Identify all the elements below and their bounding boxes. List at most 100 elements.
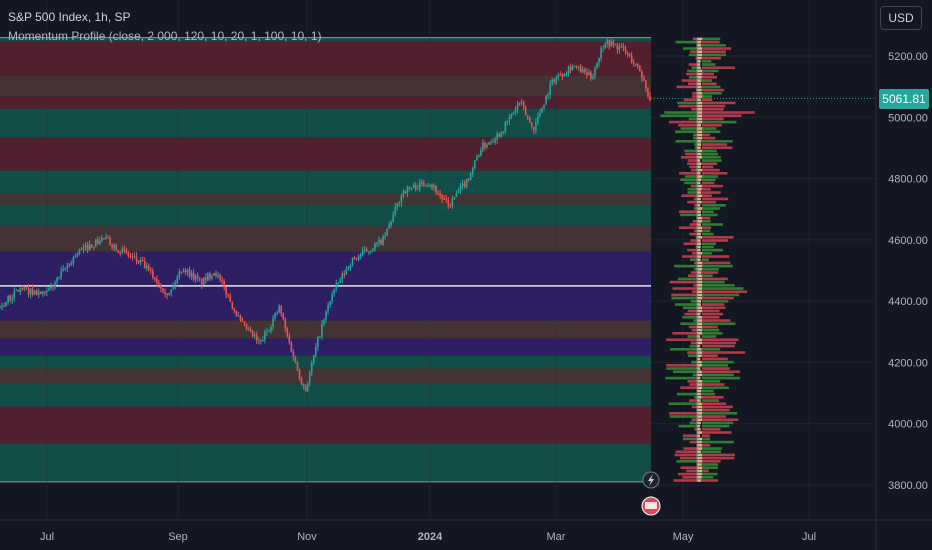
- profile-bar-right: [702, 79, 712, 82]
- profile-bar-right: [702, 463, 718, 466]
- profile-bar-right: [702, 111, 755, 114]
- profile-bar-right: [702, 367, 730, 370]
- profile-bar-mid: [697, 396, 702, 399]
- profile-bar-left: [694, 143, 697, 146]
- profile-bar-right: [702, 268, 719, 271]
- profile-bar-right: [702, 437, 711, 441]
- profile-bar-mid: [697, 111, 703, 114]
- profile-bar-left: [695, 236, 697, 239]
- profile-bar-right: [702, 447, 722, 450]
- profile-bar-mid: [697, 136, 703, 140]
- profile-bar-right: [702, 418, 739, 422]
- candle-body: [176, 277, 179, 284]
- candle-body: [504, 121, 507, 132]
- profile-bar-mid: [697, 440, 702, 444]
- candle-body: [1, 306, 3, 308]
- currency-button[interactable]: USD: [880, 6, 922, 30]
- profile-bar-right: [702, 396, 724, 399]
- profile-bar-right: [702, 344, 735, 348]
- profile-bar-mid: [697, 200, 702, 204]
- candle-body: [54, 282, 56, 288]
- candle-body: [368, 251, 370, 253]
- profile-bar-mid: [697, 335, 701, 338]
- candle-body: [647, 87, 649, 97]
- momentum-band: [0, 37, 651, 42]
- profile-bar-mid: [697, 456, 703, 460]
- profile-bar-right: [702, 197, 729, 201]
- profile-bar-mid: [697, 312, 701, 316]
- candle-body: [349, 265, 352, 268]
- candle-body: [209, 273, 211, 279]
- profile-bar-right: [702, 239, 728, 242]
- profile-bar-left: [692, 95, 697, 98]
- momentum-band: [0, 113, 651, 138]
- profile-bar-left: [681, 79, 697, 82]
- candle-body: [539, 112, 541, 116]
- momentum-band: [0, 406, 651, 429]
- candle-body: [166, 293, 168, 296]
- profile-bar-left: [669, 412, 697, 415]
- candle-body: [192, 272, 195, 280]
- candle-body: [524, 107, 527, 116]
- candle-body: [488, 142, 490, 145]
- candle-body: [288, 335, 291, 343]
- profile-bar-left: [689, 258, 697, 262]
- candle-body: [398, 202, 401, 204]
- candle-body: [68, 263, 71, 266]
- candle-body: [626, 51, 629, 54]
- candle-body: [274, 313, 276, 319]
- candle-body: [494, 139, 496, 142]
- profile-bar-left: [690, 271, 697, 274]
- candle-body: [44, 291, 46, 293]
- candle-body: [23, 287, 26, 290]
- profile-bar-left: [682, 437, 697, 441]
- candle-body: [357, 256, 360, 260]
- candle-body: [145, 265, 148, 269]
- profile-bar-left: [683, 98, 697, 102]
- candle-body: [453, 196, 456, 199]
- profile-bar-left: [688, 63, 697, 66]
- profile-bar-mid: [697, 408, 703, 412]
- candle-body: [439, 193, 441, 196]
- profile-bar-left: [690, 50, 697, 54]
- profile-bar-right: [702, 207, 721, 210]
- profile-bar-mid: [697, 133, 703, 137]
- profile-bar-mid: [697, 370, 702, 374]
- profile-bar-right: [702, 136, 716, 140]
- profile-bar-left: [683, 447, 697, 450]
- profile-bar-left: [693, 268, 697, 271]
- momentum-band: [0, 204, 651, 216]
- candle-body: [632, 62, 635, 64]
- candle-body: [207, 273, 209, 281]
- profile-bar-mid: [697, 412, 703, 415]
- candle-body: [410, 187, 413, 189]
- profile-bar-right: [702, 287, 744, 290]
- profile-bar-right: [702, 408, 730, 412]
- candle-body: [255, 335, 258, 341]
- profile-bar-right: [702, 373, 734, 377]
- profile-bar-mid: [697, 152, 702, 156]
- candle-body: [162, 288, 164, 292]
- candle-body: [315, 346, 317, 356]
- candle-body: [121, 249, 124, 253]
- profile-bar-left: [692, 220, 697, 223]
- profile-bar-right: [702, 440, 734, 444]
- candle-body: [188, 269, 191, 277]
- profile-bar-left: [679, 210, 697, 214]
- profile-bar-mid: [697, 328, 703, 332]
- profile-bar-left: [693, 373, 697, 377]
- profile-bar-mid: [697, 223, 701, 226]
- profile-bar-right: [702, 216, 711, 220]
- profile-bar-mid: [697, 380, 703, 383]
- profile-bar-mid: [697, 469, 704, 473]
- profile-bar-mid: [697, 268, 703, 271]
- candle-body: [74, 256, 77, 258]
- candle-body: [239, 315, 242, 321]
- candle-body: [27, 287, 30, 295]
- y-tick-label: 3800.00: [888, 480, 928, 492]
- candle-body: [115, 245, 117, 251]
- profile-bar-left: [674, 453, 697, 457]
- candle-body: [78, 249, 81, 255]
- profile-bar-right: [702, 92, 722, 95]
